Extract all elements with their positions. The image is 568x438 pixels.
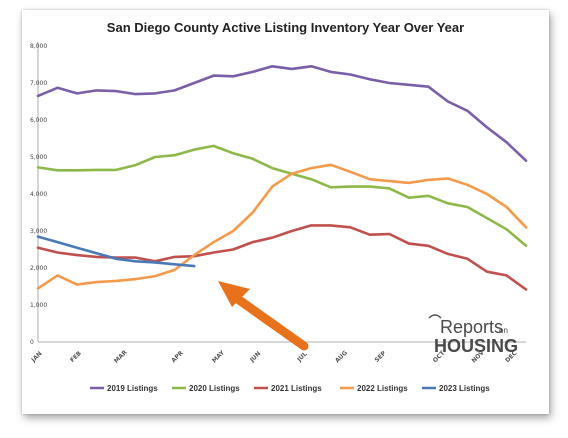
x-tick-label: JUL bbox=[295, 350, 309, 364]
y-tick-label: 3,000 bbox=[30, 228, 47, 235]
x-tick-label: AUG bbox=[334, 349, 349, 364]
legend-label: 2020 Listings bbox=[189, 384, 240, 393]
y-ticks: 0 1,000 2,000 3,000 4,000 5,000 6,000 7,000 8,00… bbox=[30, 43, 47, 346]
y-tick-label: 5,000 bbox=[30, 154, 47, 161]
y-tick-label: 6,000 bbox=[30, 117, 47, 124]
y-tick-label: 2,000 bbox=[30, 265, 47, 272]
legend-label: 2021 Listings bbox=[271, 384, 322, 393]
logo-roof-mark bbox=[428, 314, 442, 319]
annotation-arrow bbox=[218, 281, 309, 351]
logo-reports-text: Reports bbox=[440, 317, 503, 337]
arrow-shaft bbox=[227, 290, 309, 351]
series-line-2021-listings bbox=[36, 224, 528, 291]
series-line-2022-listings bbox=[36, 163, 528, 290]
x-tick-label: MAY bbox=[211, 349, 227, 365]
y-tick-label: 1,000 bbox=[30, 302, 47, 309]
series-line-2023-listings bbox=[36, 235, 196, 268]
chart-title: San Diego County Active Listing Inventor… bbox=[106, 20, 465, 35]
series-lines bbox=[36, 65, 528, 291]
x-tick-label: JAN bbox=[30, 350, 44, 364]
y-tick-label: 4,000 bbox=[30, 191, 47, 198]
y-tick-label: 0 bbox=[30, 339, 34, 346]
x-tick-label: JUN bbox=[248, 350, 262, 364]
x-tick-label: APR bbox=[170, 349, 185, 364]
legend-label: 2019 Listings bbox=[107, 384, 158, 393]
chart-card: San Diego County Active Listing Inventor… bbox=[22, 10, 549, 414]
series-line-2019-listings bbox=[36, 65, 528, 162]
y-tick-label: 8,000 bbox=[30, 43, 47, 50]
legend-label: 2023 Listings bbox=[439, 384, 490, 393]
logo-housing-text: HOUSING bbox=[434, 336, 518, 356]
logo-on-text: on bbox=[499, 326, 508, 335]
legend: 2019 Listings 2020 Listings 2021 Listings 2… bbox=[90, 384, 490, 393]
axes bbox=[37, 42, 526, 343]
x-tick-label: MAR bbox=[113, 349, 129, 365]
x-tick-label: SEP bbox=[373, 350, 387, 364]
legend-label: 2022 Listings bbox=[357, 384, 408, 393]
arrow-head bbox=[218, 281, 250, 307]
line-chart: 0 1,000 2,000 3,000 4,000 5,000 6,000 7,000 8,00… bbox=[30, 42, 528, 393]
x-tick-label: FEB bbox=[69, 350, 83, 364]
series-line-2020-listings bbox=[36, 144, 528, 248]
y-tick-label: 7,000 bbox=[30, 80, 47, 87]
